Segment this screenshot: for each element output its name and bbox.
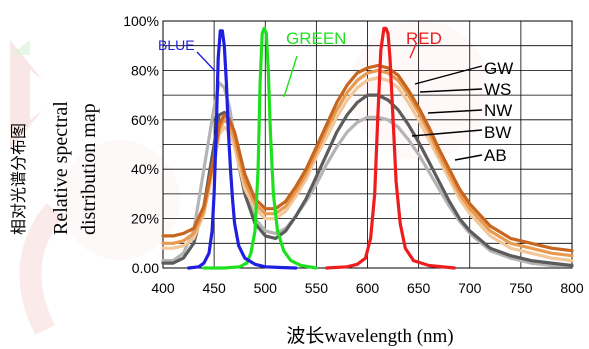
x-tick-label: 800 [560, 280, 584, 296]
x-axis-label: 波长wavelength (nm) [286, 325, 453, 347]
label-gw: GW [484, 59, 513, 78]
leader-bw [411, 129, 483, 137]
y-axis-ticks: 0.00 20% 40% 60% 80% 100% [123, 13, 159, 276]
y-tick-label: 0.00 [132, 260, 159, 276]
series-layer [161, 26, 574, 270]
x-tick-label: 450 [202, 280, 226, 296]
y-axis-label-line1: Relative spectral [50, 101, 72, 235]
x-tick-label: 400 [151, 280, 175, 296]
x-tick-label: 550 [305, 280, 329, 296]
leader-green [283, 55, 298, 98]
series-line-red [325, 26, 456, 270]
x-axis-ticks: 400 450 500 550 600 650 700 750 800 [151, 280, 584, 296]
leader-lines [196, 43, 483, 161]
leader-blue [196, 51, 216, 72]
x-tick-label: 700 [458, 280, 482, 296]
series-line-blue [187, 29, 298, 270]
y-tick-label: 100% [123, 13, 159, 29]
leader-gw [414, 65, 483, 85]
x-tick-label: 500 [254, 280, 278, 296]
annotations: BLUE GREEN RED GW WS NW BW AB [158, 29, 513, 165]
leader-ws [419, 88, 483, 93]
y-axis-label-cjk: 相对光谱分布图 [9, 123, 28, 235]
label-ab: AB [484, 146, 507, 165]
label-green: GREEN [286, 29, 346, 48]
label-blue: BLUE [158, 37, 195, 53]
label-ws: WS [484, 80, 511, 99]
leader-nw [427, 109, 483, 114]
label-bw: BW [484, 123, 511, 142]
plot-frame [162, 20, 573, 269]
leader-ab [454, 154, 483, 161]
y-tick-label: 60% [131, 112, 159, 128]
x-tick-label: 750 [509, 280, 533, 296]
x-tick-label: 600 [356, 280, 380, 296]
series-line-green [202, 26, 318, 270]
x-tick-label: 650 [407, 280, 431, 296]
label-red: RED [406, 29, 442, 48]
leader-red [409, 43, 417, 59]
y-tick-label: 40% [131, 161, 159, 177]
label-nw: NW [484, 101, 512, 120]
series-line-gw [161, 63, 574, 253]
y-tick-label: 80% [131, 62, 159, 78]
y-axis-label-line2: distribution map [78, 103, 100, 235]
y-tick-label: 20% [131, 211, 159, 227]
series-line-bw [161, 93, 574, 268]
